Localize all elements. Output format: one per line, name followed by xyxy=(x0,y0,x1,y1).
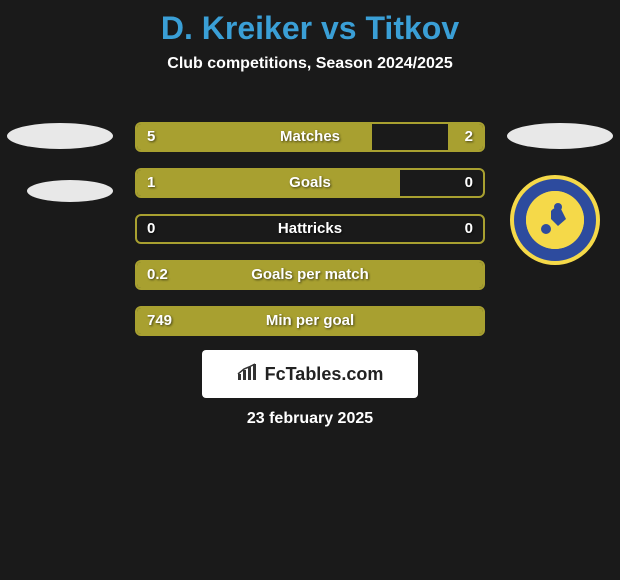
stat-bar-left-value: 0 xyxy=(147,214,155,244)
stat-bar-row: Matches5 2 xyxy=(135,122,485,152)
stat-bar-row: Min per goal749 xyxy=(135,306,485,336)
player-right-logo-placeholder-1 xyxy=(507,123,613,149)
stat-bar-right-value: 0 xyxy=(465,214,473,244)
stat-bar-right-value: 2 xyxy=(465,122,473,152)
stat-bar-label: Goals xyxy=(135,168,485,198)
stat-bar-label: Goals per match xyxy=(135,260,485,290)
stat-bar-right-value: 0 xyxy=(465,168,473,198)
club-badge-inner xyxy=(526,191,584,249)
stat-bar-label: Matches xyxy=(135,122,485,152)
stat-bar-left-value: 749 xyxy=(147,306,172,336)
stat-bars: Matches52Goals10Hattricks00Goals per mat… xyxy=(135,122,485,352)
stat-bar-row: Goals1 0 xyxy=(135,168,485,198)
root: D. Kreiker vs Titkov Club competitions, … xyxy=(0,0,620,580)
badge-figure-icon xyxy=(526,191,584,249)
date-text: 23 february 2025 xyxy=(0,410,620,428)
subtitle: Club competitions, Season 2024/2025 xyxy=(0,55,620,73)
brand-box: FcTables.com xyxy=(202,350,418,398)
player-left-logo-placeholder-2 xyxy=(27,180,113,202)
brand-text: FcTables.com xyxy=(265,364,384,385)
stat-bar-label: Hattricks xyxy=(135,214,485,244)
stat-bar-row: Goals per match0.2 xyxy=(135,260,485,290)
stat-bar-left-value: 0.2 xyxy=(147,260,168,290)
page-title: D. Kreiker vs Titkov xyxy=(0,0,620,47)
club-badge xyxy=(510,175,600,265)
stat-bar-label: Min per goal xyxy=(135,306,485,336)
brand-chart-icon xyxy=(237,363,259,386)
stat-bar-left-value: 5 xyxy=(147,122,155,152)
stat-bar-left-value: 1 xyxy=(147,168,155,198)
stat-bar-row: Hattricks0 0 xyxy=(135,214,485,244)
player-left-logo-placeholder-1 xyxy=(7,123,113,149)
